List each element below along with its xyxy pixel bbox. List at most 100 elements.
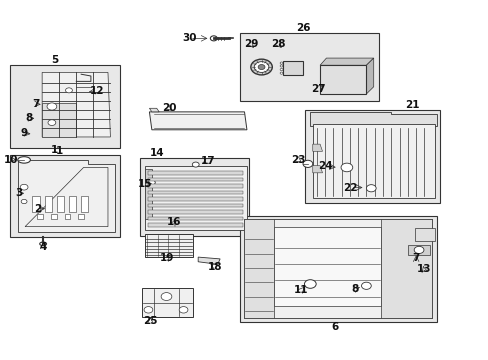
Text: 8: 8 — [25, 113, 33, 123]
Ellipse shape — [258, 64, 264, 69]
Polygon shape — [244, 220, 431, 318]
Bar — [148, 210, 243, 214]
Bar — [81, 196, 88, 212]
Bar — [148, 171, 243, 175]
Polygon shape — [312, 125, 434, 198]
Bar — [32, 196, 40, 212]
Ellipse shape — [304, 280, 316, 288]
Polygon shape — [407, 244, 429, 255]
Bar — [69, 196, 76, 212]
Text: 16: 16 — [166, 217, 181, 227]
Text: 1: 1 — [56, 146, 62, 156]
Ellipse shape — [366, 185, 375, 192]
Polygon shape — [312, 166, 322, 173]
Bar — [78, 214, 84, 220]
Bar — [51, 214, 57, 220]
Ellipse shape — [48, 120, 56, 126]
Text: 19: 19 — [160, 253, 174, 263]
Text: 22: 22 — [343, 183, 357, 193]
Text: 28: 28 — [271, 40, 285, 49]
Text: 15: 15 — [138, 179, 152, 189]
Ellipse shape — [280, 72, 283, 74]
Text: 18: 18 — [207, 262, 222, 272]
Ellipse shape — [254, 62, 268, 72]
Ellipse shape — [144, 307, 153, 313]
Ellipse shape — [280, 68, 283, 71]
Bar — [44, 196, 52, 212]
Bar — [148, 178, 243, 181]
Polygon shape — [366, 58, 373, 94]
Polygon shape — [320, 58, 373, 65]
Polygon shape — [149, 112, 246, 130]
Bar — [37, 214, 43, 220]
Text: 1: 1 — [51, 144, 58, 154]
Text: 13: 13 — [416, 264, 430, 274]
Polygon shape — [149, 108, 159, 112]
Text: 7: 7 — [32, 99, 40, 109]
Text: 23: 23 — [290, 155, 305, 165]
Ellipse shape — [250, 59, 272, 75]
Polygon shape — [18, 160, 115, 232]
Text: 7: 7 — [411, 253, 419, 263]
Bar — [305, 110, 439, 203]
Bar — [239, 216, 436, 321]
Bar — [320, 65, 366, 94]
Polygon shape — [42, 72, 110, 137]
Bar — [148, 204, 243, 207]
Bar — [57, 196, 64, 212]
Bar — [148, 197, 243, 201]
Polygon shape — [310, 112, 436, 126]
Polygon shape — [144, 166, 246, 230]
Bar — [64, 214, 70, 220]
Text: 6: 6 — [330, 322, 338, 332]
Text: 8: 8 — [351, 284, 358, 294]
Bar — [142, 288, 193, 317]
Ellipse shape — [303, 160, 312, 167]
Text: 5: 5 — [51, 55, 58, 65]
Bar — [10, 155, 120, 237]
Text: 9: 9 — [20, 129, 28, 138]
Text: 12: 12 — [89, 86, 104, 96]
Text: 2: 2 — [34, 204, 41, 214]
Bar — [144, 234, 193, 257]
Ellipse shape — [20, 184, 28, 190]
Bar — [148, 223, 243, 226]
Text: 27: 27 — [311, 84, 325, 94]
Ellipse shape — [21, 199, 27, 204]
Ellipse shape — [161, 293, 171, 301]
Text: 29: 29 — [243, 40, 258, 49]
Polygon shape — [42, 103, 76, 137]
Ellipse shape — [65, 88, 72, 93]
Ellipse shape — [148, 180, 155, 185]
Text: 17: 17 — [200, 156, 215, 166]
Polygon shape — [414, 228, 434, 241]
Ellipse shape — [40, 242, 46, 246]
Bar — [148, 191, 243, 194]
Text: 30: 30 — [182, 33, 197, 43]
Ellipse shape — [280, 65, 283, 67]
Ellipse shape — [280, 62, 283, 64]
Ellipse shape — [210, 36, 217, 41]
Bar — [10, 65, 120, 148]
Ellipse shape — [179, 307, 187, 313]
Text: 3: 3 — [16, 188, 23, 198]
Polygon shape — [380, 220, 431, 318]
Ellipse shape — [18, 157, 30, 163]
Text: 21: 21 — [405, 100, 419, 110]
Polygon shape — [312, 144, 322, 151]
Ellipse shape — [361, 282, 370, 289]
Ellipse shape — [47, 103, 57, 110]
Ellipse shape — [340, 163, 352, 172]
Text: 4: 4 — [40, 242, 47, 252]
Polygon shape — [244, 220, 273, 318]
Text: 26: 26 — [295, 23, 309, 33]
Text: 14: 14 — [149, 148, 163, 158]
Ellipse shape — [413, 246, 423, 253]
Bar — [148, 217, 243, 220]
Text: 11: 11 — [294, 285, 308, 295]
Text: 20: 20 — [162, 103, 176, 113]
Text: 24: 24 — [317, 161, 331, 171]
Polygon shape — [198, 257, 220, 264]
Bar — [283, 61, 302, 75]
Ellipse shape — [192, 162, 199, 167]
